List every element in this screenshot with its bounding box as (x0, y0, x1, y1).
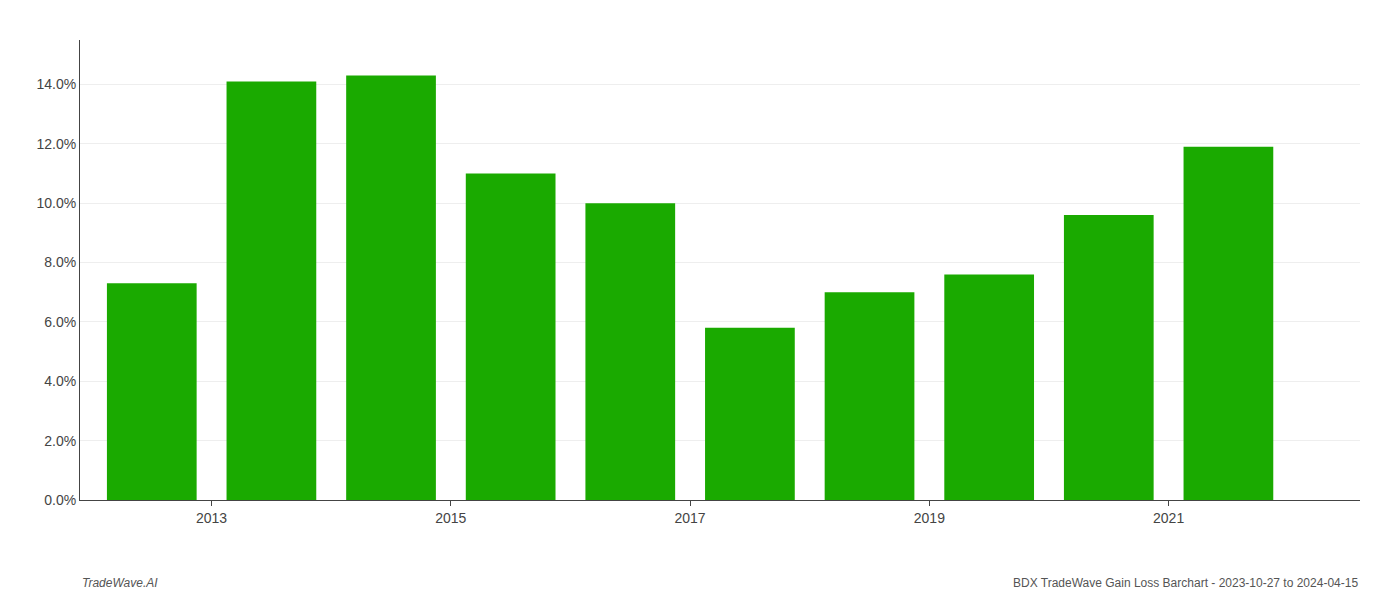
svg-text:2021: 2021 (1153, 510, 1184, 526)
svg-text:2013: 2013 (196, 510, 227, 526)
svg-text:BDX TradeWave Gain Loss Barcha: BDX TradeWave Gain Loss Barchart - 2023-… (1013, 576, 1358, 590)
svg-text:2.0%: 2.0% (44, 433, 76, 449)
svg-text:0.0%: 0.0% (44, 492, 76, 508)
svg-text:6.0%: 6.0% (44, 314, 76, 330)
svg-text:4.0%: 4.0% (44, 373, 76, 389)
svg-text:10.0%: 10.0% (36, 195, 76, 211)
svg-text:8.0%: 8.0% (44, 254, 76, 270)
svg-text:12.0%: 12.0% (36, 136, 76, 152)
svg-text:TradeWave.AI: TradeWave.AI (82, 576, 158, 590)
svg-text:2015: 2015 (435, 510, 466, 526)
svg-text:2017: 2017 (675, 510, 706, 526)
svg-text:14.0%: 14.0% (36, 76, 76, 92)
svg-text:2019: 2019 (914, 510, 945, 526)
